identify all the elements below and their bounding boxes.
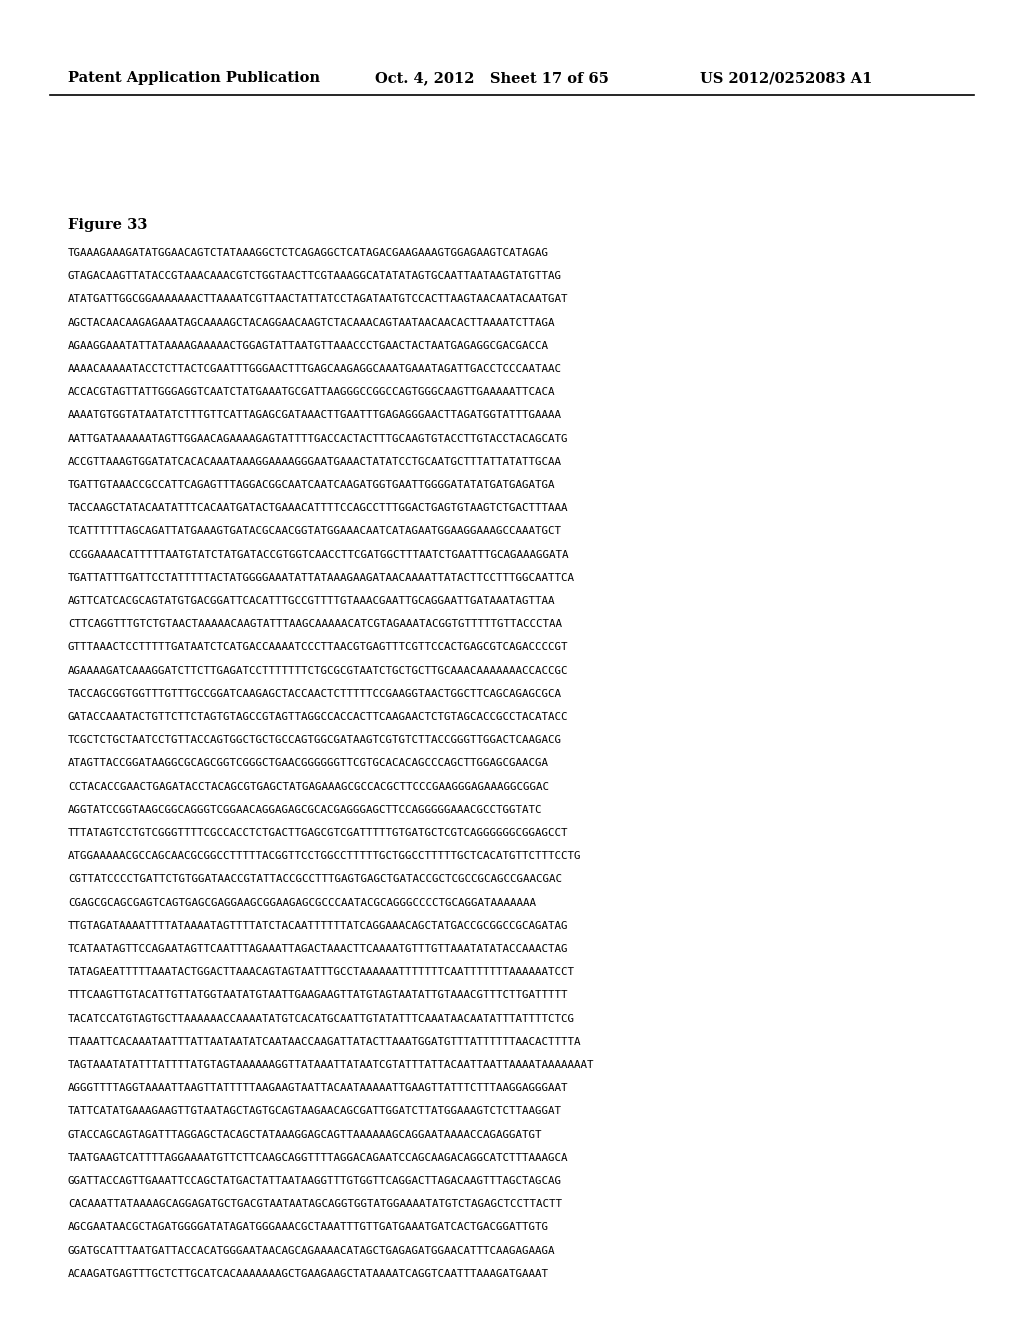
Text: GGATGCATTTAATGATTACCACATGGGAATAACAGCAGAAAACATAGCTGAGAGATGGAACATTTCAAGAGAAGA: GGATGCATTTAATGATTACCACATGGGAATAACAGCAGAA… bbox=[68, 1246, 555, 1255]
Text: TCGCTCTGCTAATCCTGTTACCAGTGGCTGCTGCCAGTGGCGATAAGTCGTGTCTTACCGGGTTGGACTCAAGACG: TCGCTCTGCTAATCCTGTTACCAGTGGCTGCTGCCAGTGG… bbox=[68, 735, 562, 746]
Text: TATTCATATGAAAGAAGTTGTAATAGCTAGTGCAGTAAGAACAGCGATTGGATCTTATGGAAAGTCTCTTAAGGAT: TATTCATATGAAAGAAGTTGTAATAGCTAGTGCAGTAAGA… bbox=[68, 1106, 562, 1117]
Text: CCTACACCGAACTGAGATACCTACAGCGTGAGCTATGAGAAAGCGCCACGCTTCCCGAAGGGAGAAAGGCGGAC: CCTACACCGAACTGAGATACCTACAGCGTGAGCTATGAGA… bbox=[68, 781, 549, 792]
Text: AGGGTTTTAGGTAAAATTAAGTTATTTTTAAGAAGTAATTACAATAAAAATTGAAGTTATTTCTTTAAGGAGGGAAT: AGGGTTTTAGGTAAAATTAAGTTATTTTTAAGAAGTAATT… bbox=[68, 1084, 568, 1093]
Text: TACATCCATGTAGTGCTTAAAAAACCAAAATATGTCACATGCAATTGTATATTTCAAATAACAATATTTATTTTCTCG: TACATCCATGTAGTGCTTAAAAAACCAAAATATGTCACAT… bbox=[68, 1014, 575, 1023]
Text: TGATTATTTGATTCCTATTTTTACTATGGGGAAATATTATAAAGAAGATAACAAAATTATACTTCCTTTGGCAATTCA: TGATTATTTGATTCCTATTTTTACTATGGGGAAATATTAT… bbox=[68, 573, 575, 583]
Text: TATAGAEATTTTTAAATACTGGACTTAAACAGTAGTAATTTGCCTAAAAAATTTTTTTCAATTTTTTTAAAAAATCCT: TATAGAEATTTTTAAATACTGGACTTAAACAGTAGTAATT… bbox=[68, 968, 575, 977]
Text: US 2012/0252083 A1: US 2012/0252083 A1 bbox=[700, 71, 872, 84]
Text: ATATGATTGGCGGAAAAAAACTTAAAATCGTTAACTATTATCCTAGATAATGTCCACTTAAGTAACAATACAATGAT: ATATGATTGGCGGAAAAAAACTTAAAATCGTTAACTATTA… bbox=[68, 294, 568, 305]
Text: TAATGAAGTCATTTTAGGAAAATGTTCTTCAAGCAGGTTTTAGGACAGAATCCAGCAAGACAGGCATCTTTAAAGCA: TAATGAAGTCATTTTAGGAAAATGTTCTTCAAGCAGGTTT… bbox=[68, 1152, 568, 1163]
Text: ATGGAAAAACGCCAGCAACGCGGCCTTTTTACGGTTCCTGGCCTTTTTGCTGGCCTTTTTGCTCACATGTTCTTTCCTG: ATGGAAAAACGCCAGCAACGCGGCCTTTTTACGGTTCCTG… bbox=[68, 851, 582, 861]
Text: TACCAGCGGTGGTTTGTTTGCCGGATCAAGAGCTACCAACTCTTTTTCCGAAGGTAACTGGCTTCAGCAGAGCGCA: TACCAGCGGTGGTTTGTTTGCCGGATCAAGAGCTACCAAC… bbox=[68, 689, 562, 698]
Text: TTTCAAGTTGTACATTGTTATGGTAATATGTAATTGAAGAAGTTATGTAGTAATATTGTAAACGTTTCTTGATTTTT: TTTCAAGTTGTACATTGTTATGGTAATATGTAATTGAAGA… bbox=[68, 990, 568, 1001]
Text: AGAAGGAAATATTATAAAAGAAAAACTGGAGTATTAATGTTAAACCCTGAACTACTAATGAGAGGCGACGACCA: AGAAGGAAATATTATAAAAGAAAAACTGGAGTATTAATGT… bbox=[68, 341, 549, 351]
Text: AGGTATCCGGTAAGCGGCAGGGTCGGAACAGGAGAGCGCACGAGGGAGCTTCCAGGGGGAAACGCCTGGTATC: AGGTATCCGGTAAGCGGCAGGGTCGGAACAGGAGAGCGCA… bbox=[68, 805, 543, 814]
Text: AGCTACAACAAGAGAAATAGCAAAAGCTACAGGAACAAGTCTACAAACAGTAATAACAACACTTAAAATCTTAGA: AGCTACAACAAGAGAAATAGCAAAAGCTACAGGAACAAGT… bbox=[68, 318, 555, 327]
Text: TGAAAGAAAGATATGGAACAGTCTATAAAGGCTCTCAGAGGCTCATAGACGAAGAAAGTGGAGAAGTCATAGAG: TGAAAGAAAGATATGGAACAGTCTATAAAGGCTCTCAGAG… bbox=[68, 248, 549, 257]
Text: GTTTAAACTCCTTTTTGATAATCTCATGACCAAAATCCCTTAACGTGAGTTTCGTTCCACTGAGCGTCAGACCCCGT: GTTTAAACTCCTTTTTGATAATCTCATGACCAAAATCCCT… bbox=[68, 643, 568, 652]
Text: AGAAAAGATCAAAGGATCTTCTTGAGATCCTTTTTTTCTGCGCGTAATCTGCTGCTTGCAAACAAAAAAACCACCGC: AGAAAAGATCAAAGGATCTTCTTGAGATCCTTTTTTTCTG… bbox=[68, 665, 568, 676]
Text: Oct. 4, 2012   Sheet 17 of 65: Oct. 4, 2012 Sheet 17 of 65 bbox=[375, 71, 609, 84]
Text: AGCGAATAACGCTAGATGGGGATATAGATGGGAAACGCTAAATTTGTTGATGAAATGATCACTGACGGATTGTG: AGCGAATAACGCTAGATGGGGATATAGATGGGAAACGCTA… bbox=[68, 1222, 549, 1233]
Text: TTAAATTCACAAATAATTTATTAATAATATCAATAACCAAGATTATACTTAAATGGATGTTTATTTTTTAACACTTTTA: TTAAATTCACAAATAATTTATTAATAATATCAATAACCAA… bbox=[68, 1036, 582, 1047]
Text: TCATAATAGTTCCAGAATAGTTCAATTTAGAAATTAGACTAAACTTCAAAATGTTTGTTAAATATATACCAAACTAG: TCATAATAGTTCCAGAATAGTTCAATTTAGAAATTAGACT… bbox=[68, 944, 568, 954]
Text: CGAGCGCAGCGAGTCAGTGAGCGAGGAAGCGGAAGAGCGCCCAATACGCAGGGCCCCTGCAGGATAAAAAAA: CGAGCGCAGCGAGTCAGTGAGCGAGGAAGCGGAAGAGCGC… bbox=[68, 898, 536, 908]
Text: AAAATGTGGTATAATATCTTTGTTCATTAGAGCGATAAACTTGAATTTGAGAGGGAACTTAGATGGTATTTGAAAA: AAAATGTGGTATAATATCTTTGTTCATTAGAGCGATAAAC… bbox=[68, 411, 562, 420]
Text: CGTTATCCCCTGATTCTGTGGATAACCGTATTACCGCCTTTGAGTGAGCTGATACCGCTCGCCGCAGCCGAACGAC: CGTTATCCCCTGATTCTGTGGATAACCGTATTACCGCCTT… bbox=[68, 874, 562, 884]
Text: AAAACAAAAATACCTCTTACTCGAATTTGGGAACTTTGAGCAAGAGGCAAATGAAATAGATTGACCTCCCAATAAC: AAAACAAAAATACCTCTTACTCGAATTTGGGAACTTTGAG… bbox=[68, 364, 562, 374]
Text: AGTTCATCACGCAGTATGTGACGGATTCACATTTGCCGTTTTGTAAACGAATTGCAGGAATTGATAAATAGTTAA: AGTTCATCACGCAGTATGTGACGGATTCACATTTGCCGTT… bbox=[68, 597, 555, 606]
Text: GTACCAGCAGTAGATTTAGGAGCTACAGCTATAAAGGAGCAGTTAAAAAAGCAGGAATAAAACCAGAGGATGT: GTACCAGCAGTAGATTTAGGAGCTACAGCTATAAAGGAGC… bbox=[68, 1130, 543, 1139]
Text: GGATTACCAGTTGAAATTCCAGCTATGACTATTAATAAGGTTTGTGGTTCAGGACTTAGACAAGTTTAGCTAGCAG: GGATTACCAGTTGAAATTCCAGCTATGACTATTAATAAGG… bbox=[68, 1176, 562, 1185]
Text: TGATTGTAAACCGCCATTCAGAGTTTAGGACGGCAATCAATCAAGATGGTGAATTGGGGATATATGATGAGATGA: TGATTGTAAACCGCCATTCAGAGTTTAGGACGGCAATCAA… bbox=[68, 480, 555, 490]
Text: CACAAATTATAAAAGCAGGAGATGCTGACGTAATAATAGCAGGTGGTATGGAAAATATGTCTAGAGCTCCTTACTT: CACAAATTATAAAAGCAGGAGATGCTGACGTAATAATAGC… bbox=[68, 1199, 562, 1209]
Text: GTAGACAAGTTATACCGTAAACAAACGTCTGGTAACTTCGTAAAGGCATATATAGTGCAATTAATAAGTATGTTAG: GTAGACAAGTTATACCGTAAACAAACGTCTGGTAACTTCG… bbox=[68, 271, 562, 281]
Text: TACCAAGCTATACAATATTTCACAATGATACTGAAACATTTTCCAGCCTTTGGACTGAGTGTAAGTCTGACTTTAAA: TACCAAGCTATACAATATTTCACAATGATACTGAAACATT… bbox=[68, 503, 568, 513]
Text: AATTGATAAAAAATAGTTGGAACAGAAAAGAGTATTTTGACCACTACTTTGCAAGTGTACCTTGTACCTACAGCATG: AATTGATAAAAAATAGTTGGAACAGAAAAGAGTATTTTGA… bbox=[68, 433, 568, 444]
Text: GATACCAAATACTGTTCTTCTAGTGTAGCCGTAGTTAGGCCACCACTTCAAGAACTCTGTAGCACCGCCTACATACC: GATACCAAATACTGTTCTTCTAGTGTAGCCGTAGTTAGGC… bbox=[68, 711, 568, 722]
Text: CCGGAAAACATTTTTAATGTATCTATGATACCGTGGTCAACCTTCGATGGCTTTAATCTGAATTTGCAGAAAGGATA: CCGGAAAACATTTTTAATGTATCTATGATACCGTGGTCAA… bbox=[68, 549, 568, 560]
Text: TTTATAGTCCTGTCGGGTTTTCGCCACCTCTGACTTGAGCGTCGATTTTTGTGATGCTCGTCAGGGGGGCGGAGCCT: TTTATAGTCCTGTCGGGTTTTCGCCACCTCTGACTTGAGC… bbox=[68, 828, 568, 838]
Text: ACCACGTAGTTATTGGGAGGTCAATCTATGAAATGCGATTAAGGGCCGGCCAGTGGGCAAGTTGAAAAATTCACA: ACCACGTAGTTATTGGGAGGTCAATCTATGAAATGCGATT… bbox=[68, 387, 555, 397]
Text: CTTCAGGTTTGTCTGTAACTAAAAACAAGTATTTAAGCAAAAACATCGTAGAAATACGGTGTTTTTGTTACCCTAA: CTTCAGGTTTGTCTGTAACTAAAAACAAGTATTTAAGCAA… bbox=[68, 619, 562, 630]
Text: Figure 33: Figure 33 bbox=[68, 218, 147, 232]
Text: ATAGTTACCGGATAAGGCGCAGCGGTCGGGCTGAACGGGGGGTTCGTGCACACAGCCCAGCTTGGAGCGAACGA: ATAGTTACCGGATAAGGCGCAGCGGTCGGGCTGAACGGGG… bbox=[68, 759, 549, 768]
Text: TAGTAAATATATTTATTTTATGTAGTAAAAAAGGTTATAAATTATAATCGTATTTATTACAATTAATTAAAATAAAAAAA: TAGTAAATATATTTATTTTATGTAGTAAAAAAGGTTATAA… bbox=[68, 1060, 595, 1071]
Text: TCATTTTTTAGCAGATTATGAAAGTGATACGCAACGGTATGGAAACAATCATAGAATGGAAGGAAAGCCAAATGCT: TCATTTTTTAGCAGATTATGAAAGTGATACGCAACGGTAT… bbox=[68, 527, 562, 536]
Text: TTGTAGATAAAATTTTATAAAATAGTTTTATCTACAATTTTTTATCAGGAAACAGCTATGACCGCGGCCGCAGATAG: TTGTAGATAAAATTTTATAAAATAGTTTTATCTACAATTT… bbox=[68, 921, 568, 931]
Text: Patent Application Publication: Patent Application Publication bbox=[68, 71, 319, 84]
Text: ACAAGATGAGTTTGCTCTTGCATCACAAAAAAAGCTGAAGAAGCTATAAAATCAGGTCAATTTAAAGATGAAAT: ACAAGATGAGTTTGCTCTTGCATCACAAAAAAAGCTGAAG… bbox=[68, 1269, 549, 1279]
Text: ACCGTTAAAGTGGATATCACACAAATAAAGGAAAAGGGAATGAAACTATATCCTGCAATGCTTTATTATATTGCAA: ACCGTTAAAGTGGATATCACACAAATAAAGGAAAAGGGAA… bbox=[68, 457, 562, 467]
